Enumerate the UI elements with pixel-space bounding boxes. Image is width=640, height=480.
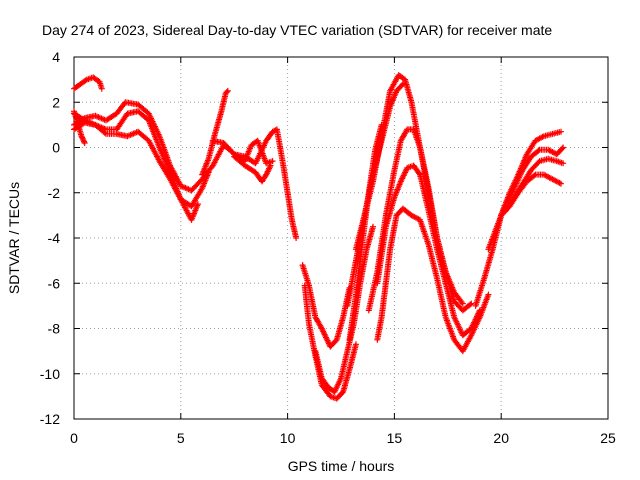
data-marker-path: [374, 162, 483, 339]
series-S: [472, 128, 564, 309]
series-I: [231, 153, 274, 185]
y-tick-label: -6: [48, 275, 61, 291]
data-marker-path: [374, 205, 492, 355]
series-T: [485, 144, 567, 253]
y-tick-label: -2: [48, 185, 61, 201]
data-marker-path: [353, 72, 466, 307]
data-marker-path: [472, 128, 564, 309]
data-marker-path: [502, 155, 567, 214]
series-R: [374, 205, 492, 355]
data-marker-path: [71, 119, 201, 223]
y-axis-title: SDTVAR / TECUs: [6, 182, 22, 294]
y-tick-label: -10: [40, 366, 60, 382]
series-Q: [374, 162, 483, 339]
x-tick-label: 5: [177, 430, 185, 446]
series-O: [353, 72, 466, 307]
x-tick-label: 0: [70, 430, 78, 446]
x-tick-label: 10: [280, 430, 296, 446]
y-tick-label: -8: [48, 321, 61, 337]
series-C: [71, 99, 233, 194]
series-V: [502, 155, 567, 214]
x-tick-label: 25: [600, 430, 616, 446]
y-tick-label: -4: [48, 230, 61, 246]
series-F: [199, 87, 231, 178]
data-points: [71, 72, 567, 402]
x-tick-label: 20: [493, 430, 509, 446]
series-J: [299, 262, 353, 350]
data-marker-path: [199, 87, 231, 178]
grid: [74, 57, 608, 419]
data-marker-path: [71, 99, 233, 194]
y-tick-label: 4: [52, 49, 60, 65]
series-E: [71, 119, 201, 223]
data-marker-path: [299, 262, 353, 350]
data-marker-path: [231, 153, 274, 185]
y-tick-label: -12: [40, 411, 60, 427]
y-tick-label: 2: [52, 94, 60, 110]
x-axis-title: GPS time / hours: [288, 458, 395, 474]
series-A: [71, 74, 105, 92]
chart-title: Day 274 of 2023, Sidereal Day-to-day VTE…: [42, 22, 552, 38]
data-marker-path: [485, 144, 567, 253]
y-tick-label: 0: [52, 140, 60, 156]
x-tick-label: 15: [387, 430, 403, 446]
data-marker-path: [71, 74, 105, 92]
